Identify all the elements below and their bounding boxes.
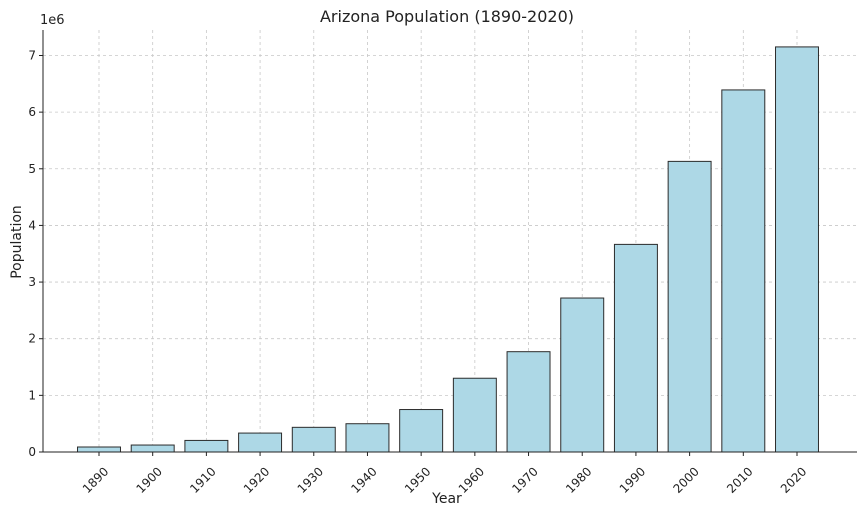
x-tick-label: 1940 (348, 464, 379, 495)
y-tick-label: 4 (28, 218, 36, 232)
bar-1890 (77, 446, 121, 453)
bar-2020 (775, 46, 819, 453)
bar-1990 (613, 243, 658, 453)
bar-1930 (291, 426, 336, 453)
bar-2010 (721, 89, 766, 453)
x-tick-label: 2020 (778, 464, 809, 495)
bar-1980 (560, 297, 605, 453)
bars (77, 46, 819, 453)
bar-1920 (238, 432, 283, 453)
x-tick-label: 1980 (563, 464, 594, 495)
y-axis-label: Population (9, 205, 25, 279)
y-tick-label: 3 (28, 275, 36, 289)
bar-1940 (345, 423, 390, 453)
axes-spines (42, 30, 857, 453)
y-tick-label: 5 (28, 162, 36, 176)
bar-1960 (452, 377, 497, 453)
y-tick-label: 6 (28, 105, 36, 119)
bar-1970 (506, 351, 551, 453)
y-tick-label: 1 (28, 388, 36, 402)
y-offset-label: 1e6 (40, 13, 65, 28)
x-axis-ticks: 1890 1900 1910 1920 1930 1940 1950 1960 1970 1980… (80, 452, 809, 496)
bar-2000 (667, 160, 712, 453)
y-tick-label: 0 (28, 445, 36, 459)
y-tick-label: 2 (28, 332, 36, 346)
bar-1900 (130, 444, 175, 453)
x-tick-label: 2000 (670, 464, 701, 495)
x-tick-label: 1920 (241, 464, 272, 495)
y-tick-label: 7 (28, 48, 36, 62)
x-axis-label: Year (431, 491, 462, 507)
y-axis-ticks: 0 1 2 3 4 5 6 7 (28, 48, 43, 459)
bar-1950 (399, 409, 444, 453)
x-tick-label: 1950 (402, 464, 433, 495)
x-tick-label: 1990 (617, 464, 648, 495)
x-tick-label: 1890 (80, 464, 111, 495)
x-tick-label: 1930 (295, 464, 326, 495)
chart-title: Arizona Population (1890-2020) (320, 7, 574, 26)
x-tick-label: 1910 (187, 464, 218, 495)
x-tick-label: 2010 (724, 464, 755, 495)
bar-1910 (184, 439, 229, 453)
x-tick-label: 1900 (134, 464, 165, 495)
x-tick-label: 1970 (509, 464, 540, 495)
